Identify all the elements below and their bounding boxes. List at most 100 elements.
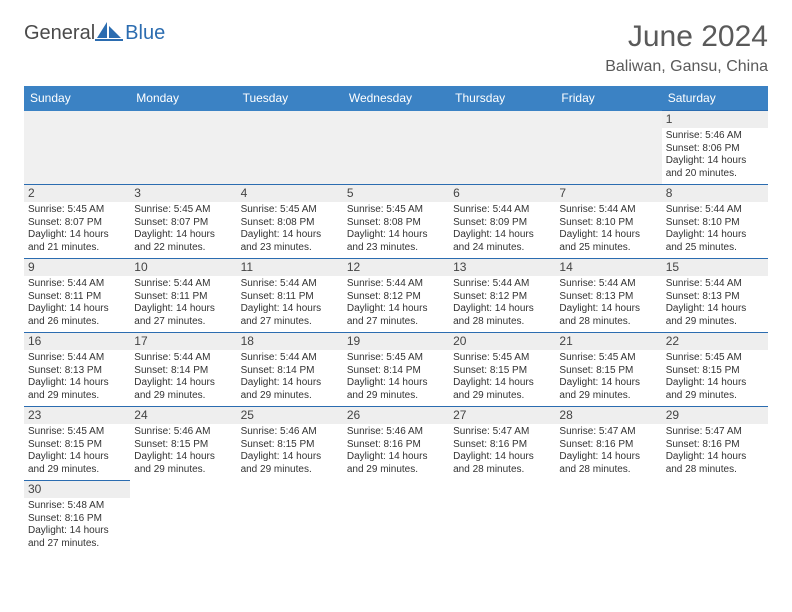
sunset-text: Sunset: 8:13 PM (666, 291, 764, 304)
daylight-text: Daylight: 14 hours and 28 minutes. (559, 303, 657, 328)
day-info: Sunrise: 5:44 AMSunset: 8:14 PMDaylight:… (134, 352, 232, 402)
day-info: Sunrise: 5:45 AMSunset: 8:07 PMDaylight:… (134, 204, 232, 254)
day-number: 22 (662, 333, 768, 350)
calendar-cell (343, 481, 449, 555)
sunrise-text: Sunrise: 5:45 AM (347, 352, 445, 365)
daylight-text: Daylight: 14 hours and 29 minutes. (241, 377, 339, 402)
sunset-text: Sunset: 8:10 PM (666, 217, 764, 230)
day-info: Sunrise: 5:44 AMSunset: 8:13 PMDaylight:… (28, 352, 126, 402)
daylight-text: Daylight: 14 hours and 27 minutes. (28, 525, 126, 550)
day-info: Sunrise: 5:46 AMSunset: 8:06 PMDaylight:… (666, 130, 764, 180)
day-info: Sunrise: 5:44 AMSunset: 8:11 PMDaylight:… (241, 278, 339, 328)
calendar-cell (343, 111, 449, 185)
calendar-cell: 23Sunrise: 5:45 AMSunset: 8:15 PMDayligh… (24, 407, 130, 481)
sunrise-text: Sunrise: 5:46 AM (666, 130, 764, 143)
calendar-cell (130, 111, 236, 185)
day-header: Thursday (449, 86, 555, 111)
daylight-text: Daylight: 14 hours and 20 minutes. (666, 155, 764, 180)
daylight-text: Daylight: 14 hours and 28 minutes. (666, 451, 764, 476)
logo-text-2: Blue (125, 22, 165, 45)
calendar-cell: 11Sunrise: 5:44 AMSunset: 8:11 PMDayligh… (237, 259, 343, 333)
sunset-text: Sunset: 8:15 PM (559, 365, 657, 378)
day-info: Sunrise: 5:44 AMSunset: 8:10 PMDaylight:… (559, 204, 657, 254)
daylight-text: Daylight: 14 hours and 29 minutes. (347, 451, 445, 476)
sunrise-text: Sunrise: 5:46 AM (241, 426, 339, 439)
calendar-cell: 7Sunrise: 5:44 AMSunset: 8:10 PMDaylight… (555, 185, 661, 259)
day-info: Sunrise: 5:46 AMSunset: 8:16 PMDaylight:… (347, 426, 445, 476)
calendar-cell (449, 111, 555, 185)
daylight-text: Daylight: 14 hours and 21 minutes. (28, 229, 126, 254)
sunrise-text: Sunrise: 5:45 AM (28, 426, 126, 439)
calendar-row: 30 Sunrise: 5:48 AMSunset: 8:16 PMDayligh… (24, 481, 768, 555)
calendar-cell: 15Sunrise: 5:44 AMSunset: 8:13 PMDayligh… (662, 259, 768, 333)
sunrise-text: Sunrise: 5:46 AM (347, 426, 445, 439)
sunset-text: Sunset: 8:14 PM (241, 365, 339, 378)
daylight-text: Daylight: 14 hours and 25 minutes. (559, 229, 657, 254)
calendar-cell (130, 481, 236, 555)
day-info: Sunrise: 5:45 AMSunset: 8:08 PMDaylight:… (347, 204, 445, 254)
day-info: Sunrise: 5:44 AMSunset: 8:13 PMDaylight:… (666, 278, 764, 328)
sunrise-text: Sunrise: 5:47 AM (559, 426, 657, 439)
logo-text-1: General (24, 22, 95, 45)
calendar-cell: 19 Sunrise: 5:45 AMSunset: 8:14 PMDayligh… (343, 333, 449, 407)
calendar-cell: 16 Sunrise: 5:44 AMSunset: 8:13 PMDayligh… (24, 333, 130, 407)
sunrise-text: Sunrise: 5:47 AM (666, 426, 764, 439)
sunset-text: Sunset: 8:12 PM (347, 291, 445, 304)
day-number: 3 (130, 185, 236, 202)
day-info: Sunrise: 5:45 AMSunset: 8:15 PMDaylight:… (666, 352, 764, 402)
day-number: 4 (237, 185, 343, 202)
day-info: Sunrise: 5:45 AMSunset: 8:08 PMDaylight:… (241, 204, 339, 254)
daylight-text: Daylight: 14 hours and 28 minutes. (453, 303, 551, 328)
daylight-text: Daylight: 14 hours and 26 minutes. (28, 303, 126, 328)
sunrise-text: Sunrise: 5:47 AM (453, 426, 551, 439)
calendar-cell: 29Sunrise: 5:47 AMSunset: 8:16 PMDayligh… (662, 407, 768, 481)
calendar-cell (24, 111, 130, 185)
calendar-cell (449, 481, 555, 555)
location: Baliwan, Gansu, China (605, 58, 768, 76)
day-info: Sunrise: 5:44 AMSunset: 8:14 PMDaylight:… (241, 352, 339, 402)
day-info: Sunrise: 5:44 AMSunset: 8:13 PMDaylight:… (559, 278, 657, 328)
daylight-text: Daylight: 14 hours and 29 minutes. (241, 451, 339, 476)
day-header: Sunday (24, 86, 130, 111)
day-number: 27 (449, 407, 555, 424)
day-header: Saturday (662, 86, 768, 111)
day-number: 6 (449, 185, 555, 202)
calendar-row: 1Sunrise: 5:46 AMSunset: 8:06 PMDaylight… (24, 111, 768, 185)
daylight-text: Daylight: 14 hours and 29 minutes. (666, 303, 764, 328)
daylight-text: Daylight: 14 hours and 29 minutes. (666, 377, 764, 402)
day-number: 9 (24, 259, 130, 276)
sunset-text: Sunset: 8:16 PM (559, 439, 657, 452)
day-number: 16 (24, 333, 130, 350)
day-info: Sunrise: 5:45 AMSunset: 8:14 PMDaylight:… (347, 352, 445, 402)
sunrise-text: Sunrise: 5:45 AM (134, 204, 232, 217)
sunrise-text: Sunrise: 5:44 AM (28, 352, 126, 365)
sunset-text: Sunset: 8:15 PM (453, 365, 551, 378)
sunset-text: Sunset: 8:16 PM (666, 439, 764, 452)
sunrise-text: Sunrise: 5:45 AM (559, 352, 657, 365)
daylight-text: Daylight: 14 hours and 25 minutes. (666, 229, 764, 254)
calendar-cell (555, 481, 661, 555)
daylight-text: Daylight: 14 hours and 27 minutes. (347, 303, 445, 328)
calendar-cell: 8Sunrise: 5:44 AMSunset: 8:10 PMDaylight… (662, 185, 768, 259)
daylight-text: Daylight: 14 hours and 24 minutes. (453, 229, 551, 254)
sunset-text: Sunset: 8:16 PM (28, 513, 126, 526)
sunset-text: Sunset: 8:07 PM (134, 217, 232, 230)
day-info: Sunrise: 5:45 AMSunset: 8:15 PMDaylight:… (28, 426, 126, 476)
day-number: 8 (662, 185, 768, 202)
day-header-row: Sunday Monday Tuesday Wednesday Thursday… (24, 86, 768, 111)
day-info: Sunrise: 5:44 AMSunset: 8:11 PMDaylight:… (134, 278, 232, 328)
day-number: 19 (343, 333, 449, 350)
daylight-text: Daylight: 14 hours and 29 minutes. (134, 451, 232, 476)
day-info: Sunrise: 5:47 AMSunset: 8:16 PMDaylight:… (666, 426, 764, 476)
sunset-text: Sunset: 8:08 PM (241, 217, 339, 230)
sunset-text: Sunset: 8:16 PM (347, 439, 445, 452)
sunrise-text: Sunrise: 5:48 AM (28, 500, 126, 513)
day-number: 30 (24, 481, 130, 498)
sunrise-text: Sunrise: 5:44 AM (241, 278, 339, 291)
day-number: 17 (130, 333, 236, 350)
sunset-text: Sunset: 8:06 PM (666, 143, 764, 156)
calendar-cell: 27Sunrise: 5:47 AMSunset: 8:16 PMDayligh… (449, 407, 555, 481)
sunset-text: Sunset: 8:14 PM (347, 365, 445, 378)
sunrise-text: Sunrise: 5:44 AM (559, 204, 657, 217)
sunrise-text: Sunrise: 5:44 AM (559, 278, 657, 291)
